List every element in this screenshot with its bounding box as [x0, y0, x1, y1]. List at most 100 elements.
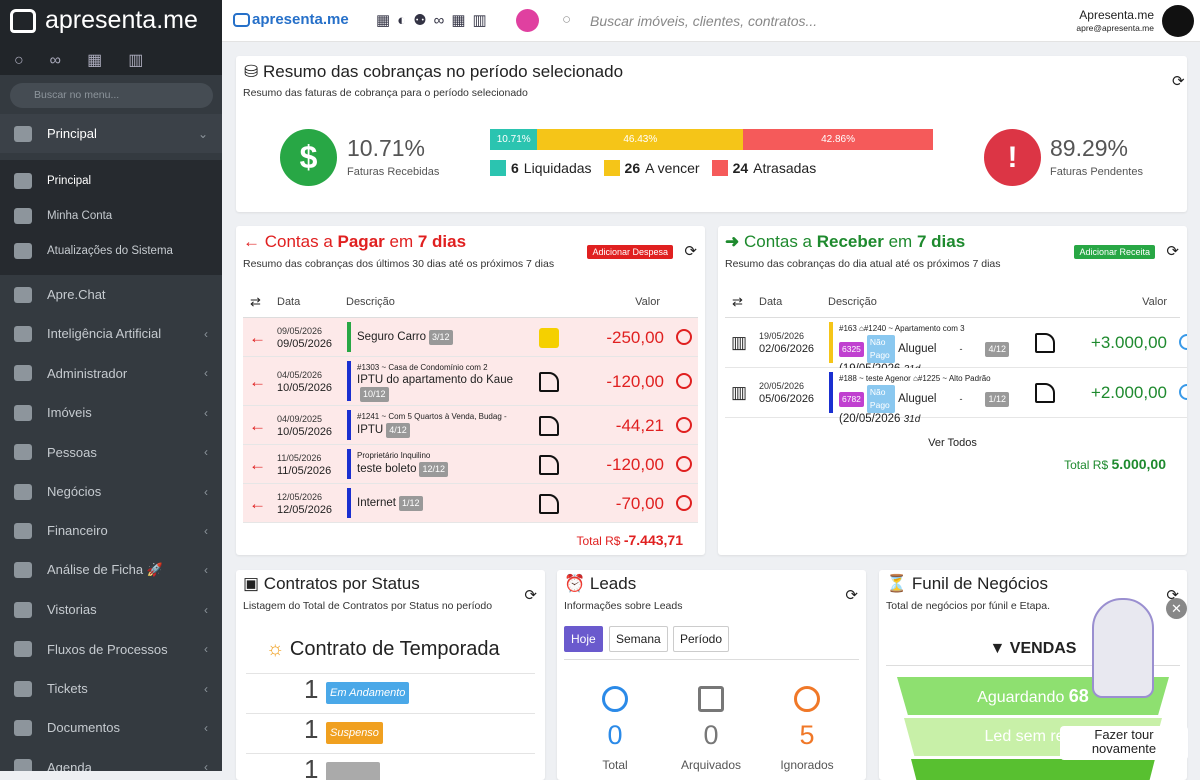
top-search[interactable]: Buscar imóveis, clientes, contratos... [590, 13, 818, 29]
menu-item[interactable]: Tickets ‹ [0, 669, 222, 708]
date-due: 10/05/2026 [277, 425, 333, 438]
chevron: ‹ [204, 720, 208, 735]
status-badge [326, 762, 380, 780]
top-icons[interactable]: ▦◐⚉∞▦▥ [376, 12, 494, 29]
menu-section[interactable]: Principal ⌄ [0, 114, 222, 153]
menu-icon [14, 680, 32, 697]
see-all[interactable]: Ver Todos [928, 437, 977, 449]
menu-item[interactable]: Inteligência Artificial ‹ [0, 314, 222, 353]
menu-item[interactable]: Financeiro ‹ [0, 511, 222, 550]
desc-text: IPTU do apartamento do Kaue [357, 374, 513, 386]
card-title: ← Contas a Pagar em 7 dias [243, 232, 466, 252]
row-icon: ▥ [731, 333, 748, 352]
bank-icon [1035, 383, 1055, 403]
clock-icon [676, 494, 692, 511]
menu-item[interactable]: Agenda ‹ [0, 748, 222, 771]
tab[interactable]: Semana [609, 626, 668, 652]
count: 1 [304, 754, 319, 780]
card-subtitle: Resumo das cobranças dos últimos 30 dias… [243, 258, 555, 270]
clock-icon [676, 455, 692, 472]
menu-item[interactable]: Apre.Chat [0, 275, 222, 314]
menu-icon [14, 483, 32, 500]
desc-text: teste boleto [357, 463, 417, 475]
clock-icon [676, 372, 692, 389]
date-due: 11/05/2026 [277, 464, 332, 477]
tab[interactable]: Hoje [564, 626, 603, 652]
tab[interactable]: Período [673, 626, 730, 652]
pending-label: Faturas Pendentes [1050, 166, 1143, 178]
astronaut[interactable] [1092, 598, 1154, 698]
header-rule [725, 317, 1180, 318]
refresh[interactable]: ⟳ [845, 587, 858, 604]
menu-item[interactable]: Documentos ‹ [0, 708, 222, 747]
col-header: Valor [635, 296, 660, 308]
add-button[interactable]: Adicionar Receita [1074, 245, 1155, 259]
menu-item[interactable]: Principal [0, 161, 222, 200]
tour-close[interactable]: ✕ [1166, 598, 1187, 619]
group-title: ▼ VENDAS [989, 640, 1077, 657]
ref: #188 ~ teste Agenor [839, 374, 911, 383]
menu-icon [14, 522, 32, 539]
count: 1 [304, 714, 319, 744]
menu-item[interactable]: Atualizações do Sistema [0, 231, 222, 270]
user-name[interactable]: Apresenta.me [1079, 8, 1154, 22]
row-icon: ← [249, 493, 266, 513]
menu-label: Apre.Chat [47, 287, 106, 302]
sep: - [959, 343, 963, 354]
quick-icons[interactable]: ○∞▦▥ [14, 52, 170, 69]
group-rule [886, 665, 1180, 666]
legend-item: 24 Atrasadas [711, 160, 816, 176]
menu-label: Atualizações do Sistema [47, 244, 173, 257]
table-body: ← 09/05/2026 09/05/2026 Seguro Carro 3/12 -25… [243, 318, 698, 530]
stage-label: Aguardando [977, 689, 1065, 706]
menu-item[interactable]: Minha Conta [0, 196, 222, 235]
avatar[interactable] [1162, 5, 1194, 37]
badges: 6782 Não Pago Aluguel - 1/12 [839, 385, 1009, 413]
refresh[interactable]: ⟳ [1172, 73, 1185, 90]
refresh[interactable]: ⟳ [1166, 243, 1179, 260]
menu-search[interactable]: Buscar no menu... [10, 83, 213, 108]
topbar: apresenta.me ▦◐⚉∞▦▥ ○ Buscar imóveis, cl… [222, 0, 1200, 42]
installment: 1/12 [399, 495, 423, 511]
description: Seguro Carro 3/12 [357, 329, 532, 345]
menu-item[interactable]: Fluxos de Processos ‹ [0, 630, 222, 669]
menu-label: Pessoas [47, 444, 97, 460]
refresh[interactable]: ⟳ [684, 243, 697, 260]
logo [10, 9, 36, 33]
pending-icon: ! [984, 129, 1041, 186]
status-stripe [347, 361, 351, 401]
stat-count: 5 [799, 720, 815, 750]
clock-icon [1179, 384, 1187, 400]
top-action[interactable] [516, 9, 539, 32]
property: #1240 ~ Apartamento com 3 [863, 324, 965, 333]
menu-item[interactable]: Negócios ‹ [0, 472, 222, 511]
date-issued: 04/09/2025 [277, 413, 323, 424]
leads-card: ⏰ Leads Informações sobre Leads ⟳ Hoje Seman… [557, 570, 866, 780]
menu-item[interactable]: Administrador ‹ [0, 354, 222, 393]
days: 31d [903, 414, 921, 425]
menu-label: Administrador [47, 365, 128, 381]
date-due: 12/05/2026 [277, 503, 333, 516]
stat-label: Total [602, 758, 628, 772]
legend-label: Liquidadas [523, 160, 592, 176]
desc-text: Internet [357, 496, 396, 509]
menu-icon [14, 242, 32, 259]
menu-item[interactable]: Vistorias ‹ [0, 590, 222, 629]
legend-item: 26 A vencer [603, 160, 700, 176]
refresh[interactable]: ⟳ [524, 587, 537, 604]
menu-item[interactable]: Pessoas ‹ [0, 433, 222, 472]
menu-item[interactable]: Imóveis ‹ [0, 393, 222, 432]
menu-item[interactable]: Análise de Ficha 🚀 ‹ [0, 551, 222, 590]
title-part: 7 dias [417, 232, 467, 251]
table-row: ← 09/05/2026 09/05/2026 Seguro Carro 3/12 -25… [243, 318, 698, 357]
add-button[interactable]: Adicionar Despesa [587, 245, 673, 259]
col-header: Descrição [828, 296, 877, 308]
table-row: ← 04/09/2025 10/05/2026 #1241 ~ Com 5 Quart… [243, 406, 698, 445]
group-text: VENDAS [1009, 640, 1077, 657]
installment: 10/12 [360, 387, 389, 402]
summary-card: ⛁ Resumo das cobranças no período seleci… [236, 56, 1187, 212]
bank-icon [539, 371, 559, 392]
card-title: ➜ Contas a Receber em 7 dias [725, 232, 965, 252]
description: #1241 ~ Com 5 Quartos à Venda, Budag - IP… [357, 410, 532, 438]
tour-button[interactable]: Fazer tour novamente [1060, 726, 1188, 760]
